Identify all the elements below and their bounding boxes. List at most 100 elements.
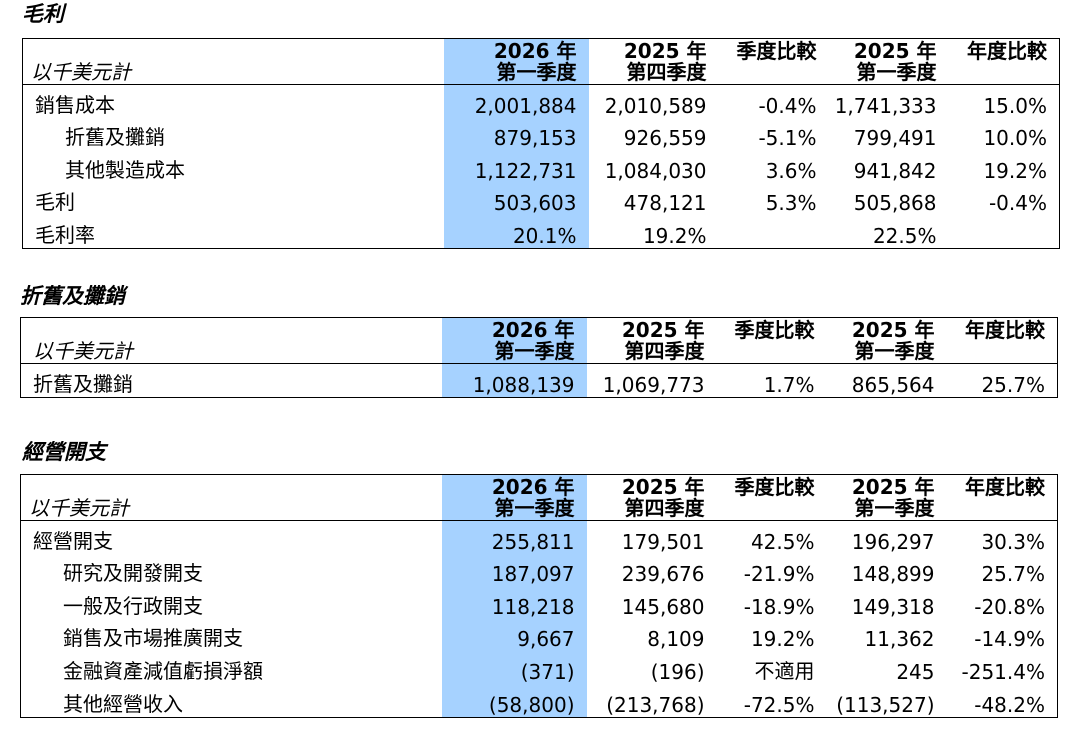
cell-qoq: 42.5% xyxy=(750,529,815,554)
col-header-qoq: 季度比較 xyxy=(734,318,815,342)
cell-current: 255,811 xyxy=(441,520,587,554)
cell-yoy: 25.7% xyxy=(981,562,1045,587)
col-header-current: 2026 年第一季度 xyxy=(443,38,589,85)
cell-yoy: 19.2% xyxy=(983,158,1047,183)
row-label: 一般及行政開支 xyxy=(63,593,203,618)
cell-qoq: 5.3% xyxy=(765,191,817,216)
cell-prev-year: 196,297 xyxy=(851,529,935,554)
col-header-qoq: 季度比較 xyxy=(734,475,815,499)
table-row: 研究及開發開支 187,097 239,676 -21.9% 148,899 2… xyxy=(21,553,1058,587)
cell-current: (58,800) xyxy=(441,683,587,718)
row-label: 經營開支 xyxy=(33,528,113,553)
table-row: 其他經營收入 (58,800) (213,768) -72.5% (113,52… xyxy=(21,683,1058,718)
cell-prev-year: 245 xyxy=(896,659,935,684)
col-header-prev-quarter: 2025 年第四季度 xyxy=(621,318,705,363)
section-title-depreciation: 折舊及攤銷 xyxy=(20,284,125,308)
cell-current: 1,122,731 xyxy=(443,150,589,183)
cell-prev-year: 148,899 xyxy=(851,562,935,587)
cell-current: 879,153 xyxy=(443,117,589,151)
cell-yoy: -20.8% xyxy=(974,594,1045,619)
row-label: 毛利率 xyxy=(35,222,95,247)
depreciation-table: 以千美元計 2026 年第一季度 2025 年第四季度 季度比較 2025 年第… xyxy=(20,317,1058,398)
col-header-prev-year: 2025 年第一季度 xyxy=(851,475,935,520)
row-label: 研究及開發開支 xyxy=(63,561,203,586)
cell-qoq: 不適用 xyxy=(754,658,815,683)
cell-prev-quarter: 478,121 xyxy=(623,191,707,216)
col-header-yoy: 年度比較 xyxy=(965,475,1045,499)
table-row: 銷售成本 2,001,884 2,010,589 -0.4% 1,741,333… xyxy=(23,84,1060,118)
cell-current: 20.1% xyxy=(443,215,589,249)
table-row: 折舊及攤銷 879,153 926,559 -5.1% 799,491 10.0… xyxy=(23,117,1060,151)
cell-prev-quarter: (213,768) xyxy=(606,692,705,717)
header-row: 以千美元計 2026 年第一季度 2025 年第四季度 季度比較 2025 年第… xyxy=(20,474,1058,521)
cell-prev-year: 865,564 xyxy=(851,372,935,397)
col-header-current: 2026 年第一季度 xyxy=(441,317,587,364)
cell-prev-quarter: 179,501 xyxy=(621,529,705,554)
cell-prev-quarter: 2,010,589 xyxy=(604,93,707,118)
table-row: 毛利率 20.1% 19.2% 22.5% xyxy=(23,215,1060,249)
cell-yoy: -0.4% xyxy=(988,191,1047,216)
cell-current: 118,218 xyxy=(441,586,587,619)
row-label: 銷售成本 xyxy=(35,92,115,117)
unit-label: 以千美元計 xyxy=(31,60,131,84)
table-row: 其他製造成本 1,122,731 1,084,030 3.6% 941,842 … xyxy=(23,150,1060,183)
cell-current: (371) xyxy=(441,651,587,684)
unit-label: 以千美元計 xyxy=(29,496,129,520)
cell-yoy: -48.2% xyxy=(974,692,1045,717)
cell-current: 1,088,139 xyxy=(441,363,587,398)
cell-prev-year: 941,842 xyxy=(853,158,937,183)
cell-prev-quarter: (196) xyxy=(650,659,705,684)
table-row: 銷售及市場推廣開支 9,667 8,109 19.2% 11,362 -14.9… xyxy=(21,618,1058,652)
table-row: 一般及行政開支 118,218 145,680 -18.9% 149,318 -… xyxy=(21,586,1058,619)
cell-current: 187,097 xyxy=(441,553,587,587)
table-row: 毛利 503,603 478,121 5.3% 505,868 -0.4% xyxy=(23,182,1060,216)
cell-prev-year: 505,868 xyxy=(853,191,937,216)
row-label: 其他經營收入 xyxy=(63,691,183,716)
cell-prev-year: 22.5% xyxy=(872,223,937,248)
col-header-prev-quarter: 2025 年第四季度 xyxy=(621,475,705,520)
cell-qoq: 19.2% xyxy=(750,627,815,652)
header-row: 以千美元計 2026 年第一季度 2025 年第四季度 季度比較 2025 年第… xyxy=(20,317,1058,364)
row-label: 折舊及攤銷 xyxy=(33,371,133,396)
row-label: 銷售及市場推廣開支 xyxy=(63,626,243,651)
cell-yoy: -251.4% xyxy=(961,659,1045,684)
cell-prev-year: (113,527) xyxy=(836,692,935,717)
col-header-prev-quarter: 2025 年第四季度 xyxy=(623,39,707,84)
section-title-gross: 毛利 xyxy=(22,2,64,26)
cell-yoy: -14.9% xyxy=(974,627,1045,652)
cell-current: 503,603 xyxy=(443,182,589,216)
table-row: 折舊及攤銷 1,088,139 1,069,773 1.7% 865,564 2… xyxy=(21,363,1058,398)
cell-prev-quarter: 145,680 xyxy=(621,594,705,619)
cell-yoy: 10.0% xyxy=(983,126,1047,151)
col-header-yoy: 年度比較 xyxy=(967,39,1047,63)
col-header-prev-year: 2025 年第一季度 xyxy=(851,318,935,363)
cell-prev-quarter: 239,676 xyxy=(621,562,705,587)
row-label: 折舊及攤銷 xyxy=(65,125,165,150)
gross-profit-table: 以千美元計 2026 年第一季度 2025 年第四季度 季度比較 2025 年第… xyxy=(22,38,1060,249)
row-label: 毛利 xyxy=(35,190,75,215)
cell-current: 9,667 xyxy=(441,618,587,652)
col-header-yoy: 年度比較 xyxy=(965,318,1045,342)
row-label: 金融資產減值虧損淨額 xyxy=(63,658,263,683)
cell-qoq: -5.1% xyxy=(758,126,817,151)
cell-qoq: -72.5% xyxy=(743,692,815,717)
col-header-qoq: 季度比較 xyxy=(736,39,817,63)
cell-prev-year: 11,362 xyxy=(864,627,935,652)
cell-current: 2,001,884 xyxy=(443,84,589,118)
col-header-current: 2026 年第一季度 xyxy=(441,474,587,521)
row-label: 其他製造成本 xyxy=(65,157,185,182)
cell-yoy: 25.7% xyxy=(981,372,1045,397)
operating-expenses-table: 以千美元計 2026 年第一季度 2025 年第四季度 季度比較 2025 年第… xyxy=(20,474,1058,718)
cell-prev-year: 1,741,333 xyxy=(834,93,937,118)
cell-qoq: -18.9% xyxy=(743,594,815,619)
col-header-prev-year: 2025 年第一季度 xyxy=(853,39,937,84)
header-row: 以千美元計 2026 年第一季度 2025 年第四季度 季度比較 2025 年第… xyxy=(22,38,1060,85)
cell-prev-quarter: 8,109 xyxy=(647,627,705,652)
cell-prev-quarter: 19.2% xyxy=(642,223,707,248)
cell-yoy: 30.3% xyxy=(981,529,1045,554)
table-row: 經營開支 255,811 179,501 42.5% 196,297 30.3% xyxy=(21,520,1058,554)
table-row: 金融資產減值虧損淨額 (371) (196) 不適用 245 -251.4% xyxy=(21,651,1058,684)
cell-prev-quarter: 1,069,773 xyxy=(602,372,705,397)
cell-prev-quarter: 1,084,030 xyxy=(604,158,707,183)
cell-prev-year: 149,318 xyxy=(851,594,935,619)
